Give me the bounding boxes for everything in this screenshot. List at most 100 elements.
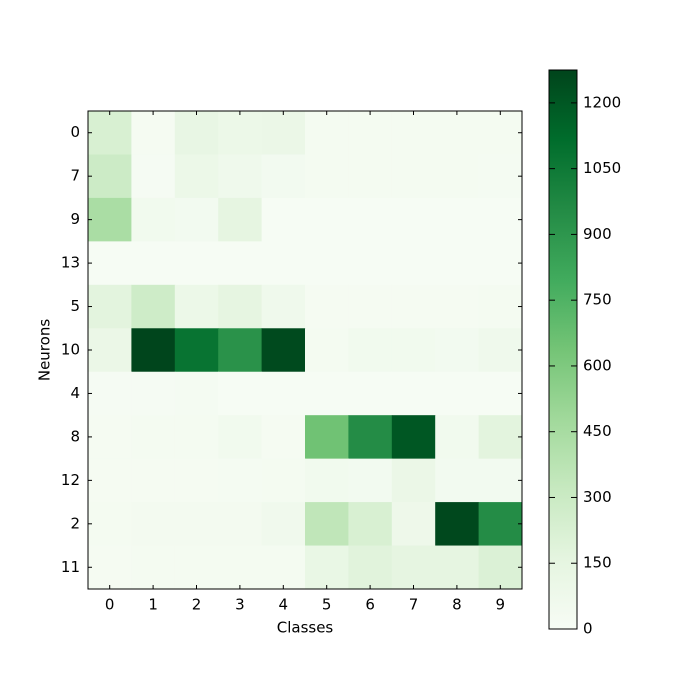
heatmap-cell <box>174 154 219 199</box>
heatmap-cell <box>261 328 306 373</box>
heatmap-cell <box>478 545 523 590</box>
y-tick-label: 0 <box>70 123 80 141</box>
heatmap-cell <box>305 415 349 460</box>
colorbar-tick-label: 1050 <box>583 159 621 177</box>
heatmap-cell <box>435 154 480 199</box>
heatmap-cell <box>478 458 523 503</box>
y-tick-label: 5 <box>70 297 80 315</box>
x-tick-label: 7 <box>409 596 419 614</box>
heatmap-cell <box>435 241 480 286</box>
heatmap-cell <box>435 328 480 373</box>
x-tick-label: 2 <box>192 596 202 614</box>
heatmap-cell <box>305 111 349 155</box>
heatmap-cell <box>174 284 219 329</box>
y-tick-label: 2 <box>70 514 80 532</box>
y-tick-label: 13 <box>61 254 80 272</box>
y-tick-label: 7 <box>70 167 80 185</box>
heatmap-cell <box>348 415 393 460</box>
heatmap-cell <box>261 197 306 242</box>
heatmap-cell <box>174 545 219 590</box>
heatmap-cell <box>218 458 263 503</box>
heatmap-cell <box>174 241 219 286</box>
heatmap-cell <box>391 111 436 155</box>
heatmap-cell <box>218 502 263 547</box>
colorbar-tick-label: 900 <box>583 225 612 243</box>
heatmap-cell <box>261 415 306 460</box>
heatmap-cell <box>218 241 263 286</box>
y-tick-label: 12 <box>61 471 80 489</box>
heatmap-cell <box>348 458 393 503</box>
heatmap-cell <box>261 502 306 547</box>
x-tick-label: 4 <box>279 596 289 614</box>
heatmap-cell <box>391 415 436 460</box>
heatmap-cell <box>88 458 132 503</box>
heatmap-cell <box>478 415 523 460</box>
heatmap-cell <box>131 154 176 199</box>
heatmap-cell <box>261 371 306 416</box>
heatmap-cell <box>88 241 132 286</box>
heatmap-cell <box>88 328 132 373</box>
heatmap-cell <box>435 111 480 155</box>
heatmap-cell <box>348 284 393 329</box>
heatmap-cell <box>435 415 480 460</box>
heatmap-cell <box>478 111 523 155</box>
y-axis-label: Neurons <box>36 319 54 381</box>
x-tick-label: 0 <box>105 596 115 614</box>
heatmap-cell <box>174 458 219 503</box>
x-tick-label: 3 <box>235 596 245 614</box>
heatmap-cell <box>435 197 480 242</box>
y-tick-label: 10 <box>61 341 80 359</box>
heatmap-cell <box>131 415 176 460</box>
heatmap-cell <box>88 545 132 590</box>
heatmap-cell <box>218 545 263 590</box>
heatmap-cell <box>391 241 436 286</box>
heatmap-cell <box>391 284 436 329</box>
x-tick-label: 8 <box>452 596 462 614</box>
colorbar-tick-label: 300 <box>583 488 612 506</box>
heatmap-cell <box>218 111 263 155</box>
heatmap-cell <box>218 197 263 242</box>
heatmap-cell <box>131 111 176 155</box>
x-tick-label: 9 <box>496 596 506 614</box>
heatmap-cell <box>261 154 306 199</box>
heatmap-cell <box>174 197 219 242</box>
heatmap-cell <box>131 458 176 503</box>
heatmap-cell <box>348 328 393 373</box>
heatmap-cell <box>131 545 176 590</box>
heatmap-cell <box>131 284 176 329</box>
heatmap-cell <box>218 415 263 460</box>
heatmap-cell <box>218 284 263 329</box>
heatmap-cell <box>131 371 176 416</box>
heatmap-cell <box>131 502 176 547</box>
heatmap-cell <box>348 241 393 286</box>
heatmap-cell <box>478 502 523 547</box>
heatmap-cell <box>348 197 393 242</box>
heatmap-cell <box>478 328 523 373</box>
heatmap-cell <box>435 284 480 329</box>
heatmap-cell <box>131 328 176 373</box>
heatmap-cell <box>391 154 436 199</box>
heatmap-cell <box>305 284 349 329</box>
colorbar-tick-label: 750 <box>583 291 612 309</box>
colorbar-tick-label: 0 <box>583 620 593 638</box>
heatmap-cell <box>305 502 349 547</box>
heatmap-cell <box>478 284 523 329</box>
heatmap-cell <box>218 154 263 199</box>
colorbar-tick-label: 1200 <box>583 93 621 111</box>
heatmap-cell <box>391 458 436 503</box>
heatmap-cell <box>174 371 219 416</box>
heatmap-cell <box>391 371 436 416</box>
heatmap-cell <box>478 241 523 286</box>
heatmap-cell <box>174 415 219 460</box>
heatmap-cell <box>305 545 349 590</box>
heatmap-cell <box>391 197 436 242</box>
heatmap-cell <box>261 241 306 286</box>
heatmap-cell <box>391 502 436 547</box>
heatmap-cell <box>88 371 132 416</box>
y-tick-label: 11 <box>61 558 80 576</box>
heatmap-cell <box>261 458 306 503</box>
heatmap-cell <box>305 328 349 373</box>
heatmap-cell <box>435 458 480 503</box>
x-axis-label: Classes <box>277 619 334 637</box>
